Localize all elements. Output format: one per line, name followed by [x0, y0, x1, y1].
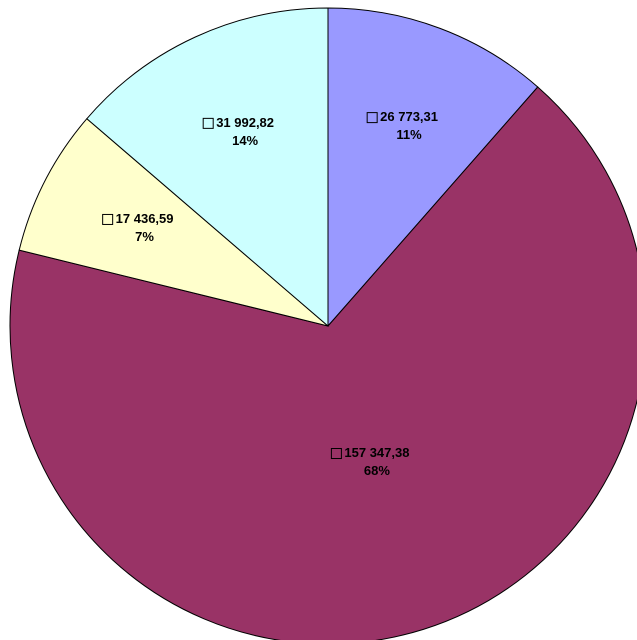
value-label: 31 992,82: [216, 115, 274, 130]
pie-slice: [327, 7, 539, 328]
value-label: 26 773,31: [380, 109, 438, 124]
percent-label: 68%: [364, 463, 390, 478]
label-key: [330, 448, 342, 460]
pie-slice: [9, 86, 637, 640]
percent-label: 11%: [396, 127, 422, 142]
label-key: [366, 112, 378, 124]
percent-label: 14%: [232, 133, 258, 148]
label-key: [202, 117, 214, 129]
percent-label: 7%: [135, 229, 154, 244]
value-label: 17 436,59: [116, 211, 174, 226]
pie-slice: [18, 117, 329, 327]
pie-slice: [86, 7, 329, 328]
label-key: [102, 213, 114, 225]
value-label: 157 347,38: [344, 445, 409, 460]
